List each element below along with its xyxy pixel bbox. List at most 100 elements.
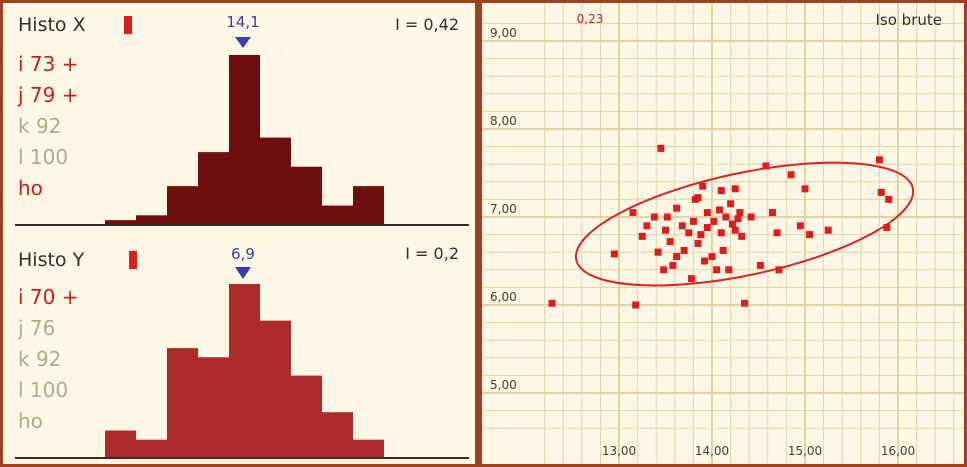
histo-x-bars bbox=[105, 55, 384, 225]
histo-y-legend-item: k 92 bbox=[18, 347, 61, 371]
scatter-point bbox=[715, 206, 723, 214]
scatter-point bbox=[738, 232, 746, 240]
scatter-y-tick-label: 9,00 bbox=[490, 26, 517, 40]
histo-x: Histo X 14,1 I = 0,42 i 73 + j 79 + k 92 l … bbox=[15, 13, 469, 226]
scatter-point bbox=[643, 222, 651, 230]
histo-y-bar bbox=[136, 439, 167, 458]
scatter-point bbox=[801, 185, 809, 193]
scatter-point bbox=[610, 250, 618, 258]
scatter-points bbox=[548, 144, 893, 309]
scatter-point bbox=[673, 204, 681, 212]
scatter-point bbox=[548, 299, 556, 307]
histo-x-legend-item: i 73 + bbox=[18, 52, 78, 76]
scatter-point bbox=[736, 209, 744, 217]
scatter-point bbox=[883, 224, 891, 232]
scatter-point bbox=[703, 224, 711, 232]
histo-x-bar bbox=[136, 215, 167, 225]
scatter-point bbox=[688, 275, 696, 283]
scatter-point bbox=[660, 266, 668, 274]
histo-y-bar bbox=[198, 357, 229, 458]
scatter-point bbox=[796, 222, 804, 230]
scatter-y-tick-label: 5,00 bbox=[490, 378, 517, 392]
scatter-point bbox=[694, 194, 702, 202]
histo-y-color-swatch bbox=[129, 251, 137, 269]
histo-y-marker-icon bbox=[235, 267, 251, 279]
scatter-point bbox=[717, 187, 725, 195]
histo-y-legend-item: ho bbox=[18, 409, 43, 433]
histo-x-marker-label: 14,1 bbox=[226, 13, 259, 31]
histo-x-bar bbox=[260, 137, 291, 225]
scatter-point bbox=[728, 220, 736, 228]
histo-x-index: I = 0,42 bbox=[395, 15, 459, 34]
histo-y-legend-item: j 76 bbox=[17, 316, 55, 340]
scatter-point bbox=[722, 213, 730, 221]
scatter-point bbox=[697, 231, 705, 239]
scatter-x-tick-label: 14,00 bbox=[695, 444, 729, 458]
histo-x-legend: i 73 + j 79 + k 92 l 100 ho bbox=[17, 52, 78, 200]
scatter-point bbox=[680, 246, 688, 254]
scatter-point bbox=[638, 232, 646, 240]
scatter-point bbox=[875, 156, 883, 164]
scatter-point bbox=[663, 213, 671, 221]
scatter-point bbox=[629, 209, 637, 217]
histo-y-bar bbox=[229, 284, 260, 458]
scatter-panel: 5,00 6,00 7,00 8,00 9,00 13,00 14,00 15,00 16,00… bbox=[478, 0, 967, 467]
histo-x-legend-item: j 79 + bbox=[17, 83, 78, 107]
scatter-point bbox=[787, 171, 795, 179]
histo-x-legend-item: k 92 bbox=[18, 114, 61, 138]
scatter-point bbox=[756, 261, 764, 269]
scatter-point bbox=[731, 185, 739, 193]
histo-y-legend-item: l 100 bbox=[18, 378, 68, 402]
histo-y-bar bbox=[353, 439, 384, 458]
scatter-point bbox=[654, 248, 662, 256]
scatter-point bbox=[673, 253, 681, 261]
scatter-point bbox=[734, 215, 742, 223]
scatter-point bbox=[669, 261, 677, 269]
scatter-point bbox=[694, 239, 702, 247]
histo-x-bar bbox=[353, 186, 384, 225]
scatter-point bbox=[713, 266, 721, 274]
scatter-y-tick-label: 6,00 bbox=[490, 290, 517, 304]
scatter-point bbox=[689, 217, 697, 225]
scatter-point bbox=[877, 188, 885, 196]
histo-x-bar bbox=[229, 55, 260, 225]
scatter-point bbox=[678, 222, 686, 230]
histo-y-bar bbox=[167, 348, 198, 458]
histo-x-marker-icon bbox=[235, 37, 251, 48]
scatter-point bbox=[768, 209, 776, 217]
scatter-point bbox=[741, 299, 749, 307]
histo-y-bar bbox=[260, 320, 291, 458]
histo-y-bar bbox=[291, 375, 322, 458]
histo-x-bar bbox=[291, 166, 322, 225]
scatter-point bbox=[657, 144, 665, 152]
scatter-point bbox=[710, 217, 718, 225]
scatter-point bbox=[762, 162, 770, 170]
histo-x-bar bbox=[198, 152, 229, 225]
scatter-point bbox=[885, 195, 893, 203]
scatter-point bbox=[727, 200, 735, 208]
histo-x-color-swatch bbox=[124, 16, 132, 34]
histogram-panel: Histo X 14,1 I = 0,42 i 73 + j 79 + k 92 l … bbox=[0, 0, 478, 467]
scatter-ellipse bbox=[574, 161, 915, 287]
scatter-x-tick-label: 13,00 bbox=[602, 444, 636, 458]
histo-x-title: Histo X bbox=[18, 14, 86, 36]
histo-y: Histo Y 6,9 I = 0,2 i 70 + j 76 k 92 l 100 h… bbox=[15, 244, 469, 459]
histo-y-title: Histo Y bbox=[18, 249, 85, 271]
scatter-point bbox=[703, 209, 711, 217]
scatter-point bbox=[775, 266, 783, 274]
histo-y-legend: i 70 + j 76 k 92 l 100 ho bbox=[17, 285, 78, 433]
histogram-svg: Histo X 14,1 I = 0,42 i 73 + j 79 + k 92 l … bbox=[15, 13, 469, 459]
histo-x-legend-item: l 100 bbox=[18, 145, 68, 169]
scatter-axes: 5,00 6,00 7,00 8,00 9,00 13,00 14,00 15,00 16,00 bbox=[490, 26, 915, 458]
scatter-point bbox=[708, 253, 716, 261]
scatter-point bbox=[717, 229, 725, 237]
scatter-corner-value: 0,23 bbox=[577, 12, 604, 26]
scatter-point bbox=[725, 266, 733, 274]
scatter-point bbox=[666, 238, 674, 246]
scatter-y-tick-label: 8,00 bbox=[490, 114, 517, 128]
histo-x-bar bbox=[105, 220, 136, 225]
scatter-point bbox=[650, 213, 658, 221]
scatter-point bbox=[701, 257, 709, 265]
scatter-point bbox=[685, 229, 693, 237]
histo-y-index: I = 0,2 bbox=[405, 244, 459, 263]
